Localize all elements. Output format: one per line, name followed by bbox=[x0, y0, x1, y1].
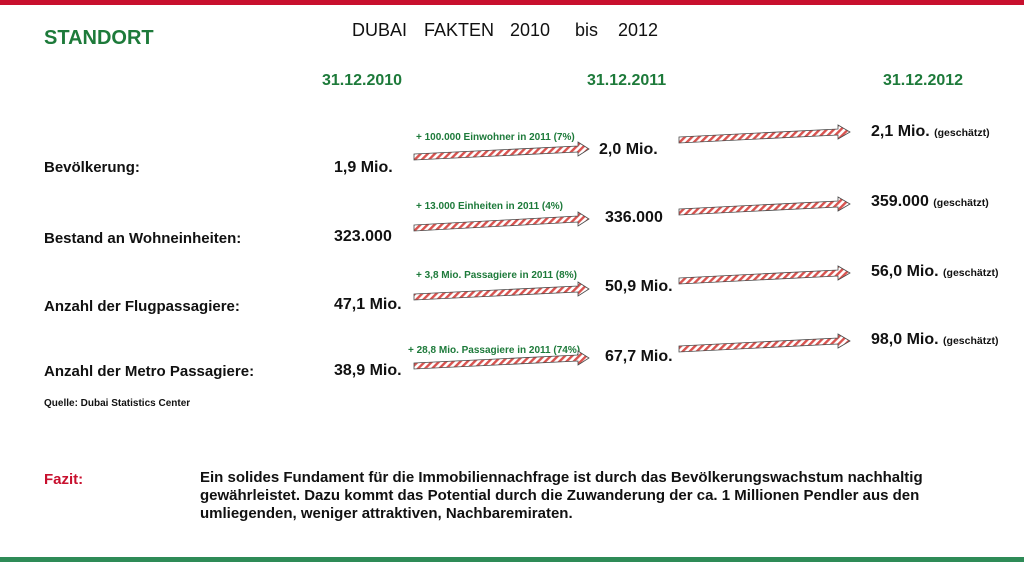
page-title-bis: bis bbox=[575, 20, 599, 40]
row-label-metro-passengers: Anzahl der Metro Passagiere: bbox=[44, 363, 255, 380]
page-title-from-year: 2010 bbox=[510, 20, 551, 40]
arrow-right-icon bbox=[413, 350, 590, 370]
value-2012-population: 2,1 Mio. (geschätzt) bbox=[871, 123, 990, 140]
growth-label-housing-units: + 13.000 Einheiten in 2011 (4%) bbox=[416, 201, 564, 212]
section-title: STANDORT bbox=[44, 27, 154, 49]
value-2011-population: 2,0 Mio. bbox=[599, 141, 658, 158]
value-2012-metro-passengers: 98,0 Mio. (geschätzt) bbox=[871, 331, 999, 348]
growth-label-metro-passengers: + 28,8 Mio. Passagiere in 2011 (74%) bbox=[408, 345, 581, 356]
date-header-2012: 31.12.2012 bbox=[883, 72, 964, 89]
page-title-dubai: DUBAI bbox=[352, 20, 408, 40]
value-2010-housing-units: 323.000 bbox=[334, 228, 392, 245]
arrow-right-icon bbox=[678, 333, 851, 353]
arrow-right-icon bbox=[413, 211, 590, 232]
row-label-population: Bevölkerung: bbox=[44, 159, 140, 176]
value-2010-population: 1,9 Mio. bbox=[334, 159, 393, 176]
arrow-right-icon bbox=[413, 281, 590, 301]
source-note: Quelle: Dubai Statistics Center bbox=[44, 398, 191, 409]
value-2010-flight-passengers: 47,1 Mio. bbox=[334, 296, 402, 313]
page-title-fakten: FAKTEN bbox=[424, 20, 495, 40]
date-header-2011: 31.12.2011 bbox=[587, 72, 667, 89]
value-2011-housing-units: 336.000 bbox=[605, 209, 663, 226]
value-2012-housing-units: 359.000 (geschätzt) bbox=[871, 193, 989, 210]
date-header-2010: 31.12.2010 bbox=[322, 72, 403, 89]
arrow-right-icon bbox=[678, 124, 851, 144]
value-2011-flight-passengers: 50,9 Mio. bbox=[605, 278, 673, 295]
row-label-flight-passengers: Anzahl der Flugpassagiere: bbox=[44, 298, 240, 315]
arrow-right-icon bbox=[678, 196, 851, 216]
row-label-housing-units: Bestand an Wohneinheiten: bbox=[44, 230, 242, 247]
page-title-to-year: 2012 bbox=[618, 20, 659, 40]
growth-label-population: + 100.000 Einwohner in 2011 (7%) bbox=[416, 132, 575, 143]
top-accent-bar bbox=[0, 0, 1024, 5]
value-2010-metro-passengers: 38,9 Mio. bbox=[334, 362, 402, 379]
arrow-right-icon bbox=[678, 265, 851, 285]
value-2011-metro-passengers: 67,7 Mio. bbox=[605, 348, 673, 365]
bottom-accent-bar bbox=[0, 557, 1024, 562]
growth-label-flight-passengers: + 3,8 Mio. Passagiere in 2011 (8%) bbox=[416, 270, 577, 281]
value-2012-flight-passengers: 56,0 Mio. (geschätzt) bbox=[871, 263, 999, 280]
arrow-right-icon bbox=[413, 141, 590, 161]
fazit-text: Ein solides Fundament für die Immobilien… bbox=[200, 469, 923, 522]
fazit-label: Fazit: bbox=[44, 471, 84, 488]
